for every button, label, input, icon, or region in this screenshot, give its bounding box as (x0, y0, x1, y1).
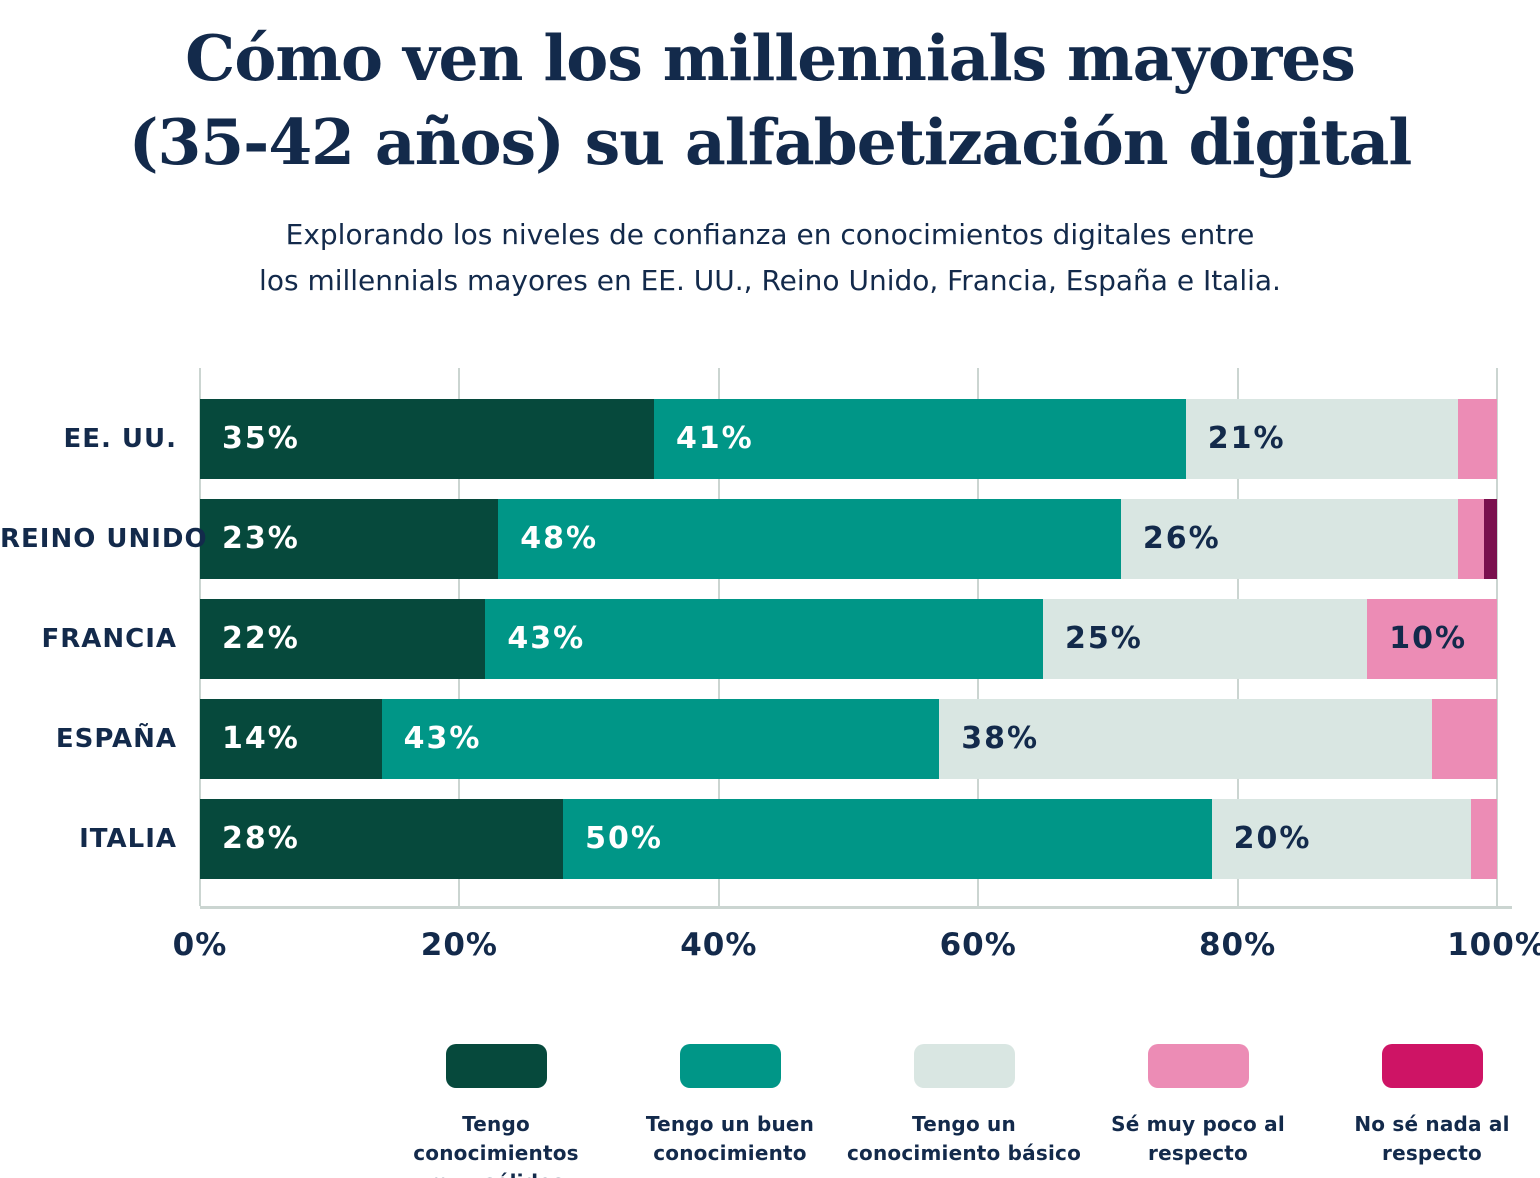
bar-row: 14% 43% 38% (200, 699, 1497, 779)
bar-value-label: 20% (1233, 821, 1312, 856)
chart-subtitle: Explorando los niveles de confianza en c… (0, 212, 1540, 304)
page-title: Cómo ven los millennials mayores (35-42 … (0, 16, 1540, 184)
legend-item: No sé nada al respecto (1315, 1044, 1540, 1178)
bar-segment: 25% (1043, 599, 1368, 679)
row-label: EE. UU. (63, 424, 177, 454)
bar-segment (1432, 699, 1497, 779)
legend-swatch (1147, 1044, 1249, 1088)
legend-swatch (445, 1044, 547, 1088)
bar-segment: 21% (1185, 399, 1459, 479)
bar-value-label: 43% (507, 621, 586, 656)
bar-value-label: 25% (1065, 621, 1143, 656)
bar-segment (1484, 499, 1497, 579)
legend-item: Tengo un conocimiento básico (847, 1044, 1081, 1178)
x-tick-label: 20% (420, 927, 498, 963)
bar-value-label: 10% (1389, 621, 1468, 656)
bar-segment: 20% (1211, 799, 1472, 879)
x-tick-label: 100% (1447, 927, 1540, 963)
bar-value-label: 43% (403, 721, 482, 756)
bar-value-label: 48% (520, 521, 599, 556)
bar-row: 22% 43% 25% 10% (200, 599, 1497, 679)
bar-segment: 43% (485, 599, 1044, 679)
bar-value-label: 14% (222, 721, 300, 756)
legend-swatch (1381, 1044, 1483, 1088)
legend-swatch (679, 1044, 781, 1088)
bar-value-label: 38% (961, 721, 1040, 756)
legend: Tengo conocimientosmuy sólidos Tengo un b… (379, 1044, 1540, 1178)
row-label: REINO UNIDO (0, 524, 208, 554)
bar-value-label: 41% (675, 421, 754, 456)
bar-row: 35% 41% 21% (200, 399, 1497, 479)
bar-segment: 22% (200, 599, 486, 679)
bar-segment: 41% (653, 399, 1186, 479)
bar-segment: 23% (200, 499, 499, 579)
row-label: ESPAÑA (55, 724, 177, 754)
bar-segment (1471, 799, 1497, 879)
x-tick-label: 0% (172, 927, 228, 963)
bar-value-label: 35% (222, 421, 300, 456)
legend-label: Tengo un conocimiento básico (847, 1112, 1082, 1165)
bar-segment: 35% (200, 399, 654, 479)
bar-segment: 10% (1367, 599, 1497, 679)
bar-segment (1458, 499, 1484, 579)
bar-segment: 50% (563, 799, 1212, 879)
legend-label: Tengo conocimientosmuy sólidos (413, 1112, 579, 1178)
x-tick-label: 40% (680, 927, 758, 963)
legend-label: No sé nada al respecto (1354, 1112, 1510, 1165)
row-label: ITALIA (79, 824, 177, 854)
plot-area: 35% 41% 21% 23% 48% 26% 22% 43% 25% 10% 14% 43% 38% 2… (199, 368, 1498, 906)
bar-value-label: 26% (1142, 521, 1221, 556)
row-label: FRANCIA (41, 624, 177, 654)
bar-value-label: 23% (222, 521, 300, 556)
legend-label: Sé muy poco al respecto (1111, 1112, 1285, 1165)
x-tick-label: 60% (939, 927, 1017, 963)
x-tick-label: 80% (1198, 927, 1277, 963)
bar-segment (1458, 399, 1497, 479)
legend-item: Tengo un buen conocimiento (613, 1044, 847, 1178)
bar-segment: 26% (1120, 499, 1459, 579)
bar-segment: 48% (498, 499, 1121, 579)
bar-value-label: 21% (1207, 421, 1286, 456)
x-axis-line (200, 906, 1512, 909)
bar-row: 28% 50% 20% (200, 799, 1497, 879)
bar-segment: 28% (200, 799, 564, 879)
page-title-line-1: Cómo ven los millennials mayores (185, 21, 1356, 95)
legend-item: Sé muy poco al respecto (1081, 1044, 1315, 1178)
legend-label: Tengo un buen conocimiento (645, 1112, 815, 1165)
gridline (1496, 368, 1498, 906)
legend-swatch (913, 1044, 1015, 1088)
bar-value-label: 22% (222, 621, 300, 656)
bar-value-label: 28% (222, 821, 300, 856)
bar-segment: 38% (939, 699, 1433, 779)
bar-segment: 43% (381, 699, 940, 779)
bar-row: 23% 48% 26% (200, 499, 1497, 579)
chart-subtitle-line-2: los millennials mayores en EE. UU., Rein… (259, 264, 1281, 297)
page-title-line-2: (35-42 años) su alfabetización digital (128, 105, 1413, 179)
bar-value-label: 50% (585, 821, 663, 856)
chart-subtitle-line-1: Explorando los niveles de confianza en c… (285, 218, 1255, 251)
bar-segment: 14% (200, 699, 382, 779)
legend-item: Tengo conocimientosmuy sólidos (379, 1044, 613, 1178)
